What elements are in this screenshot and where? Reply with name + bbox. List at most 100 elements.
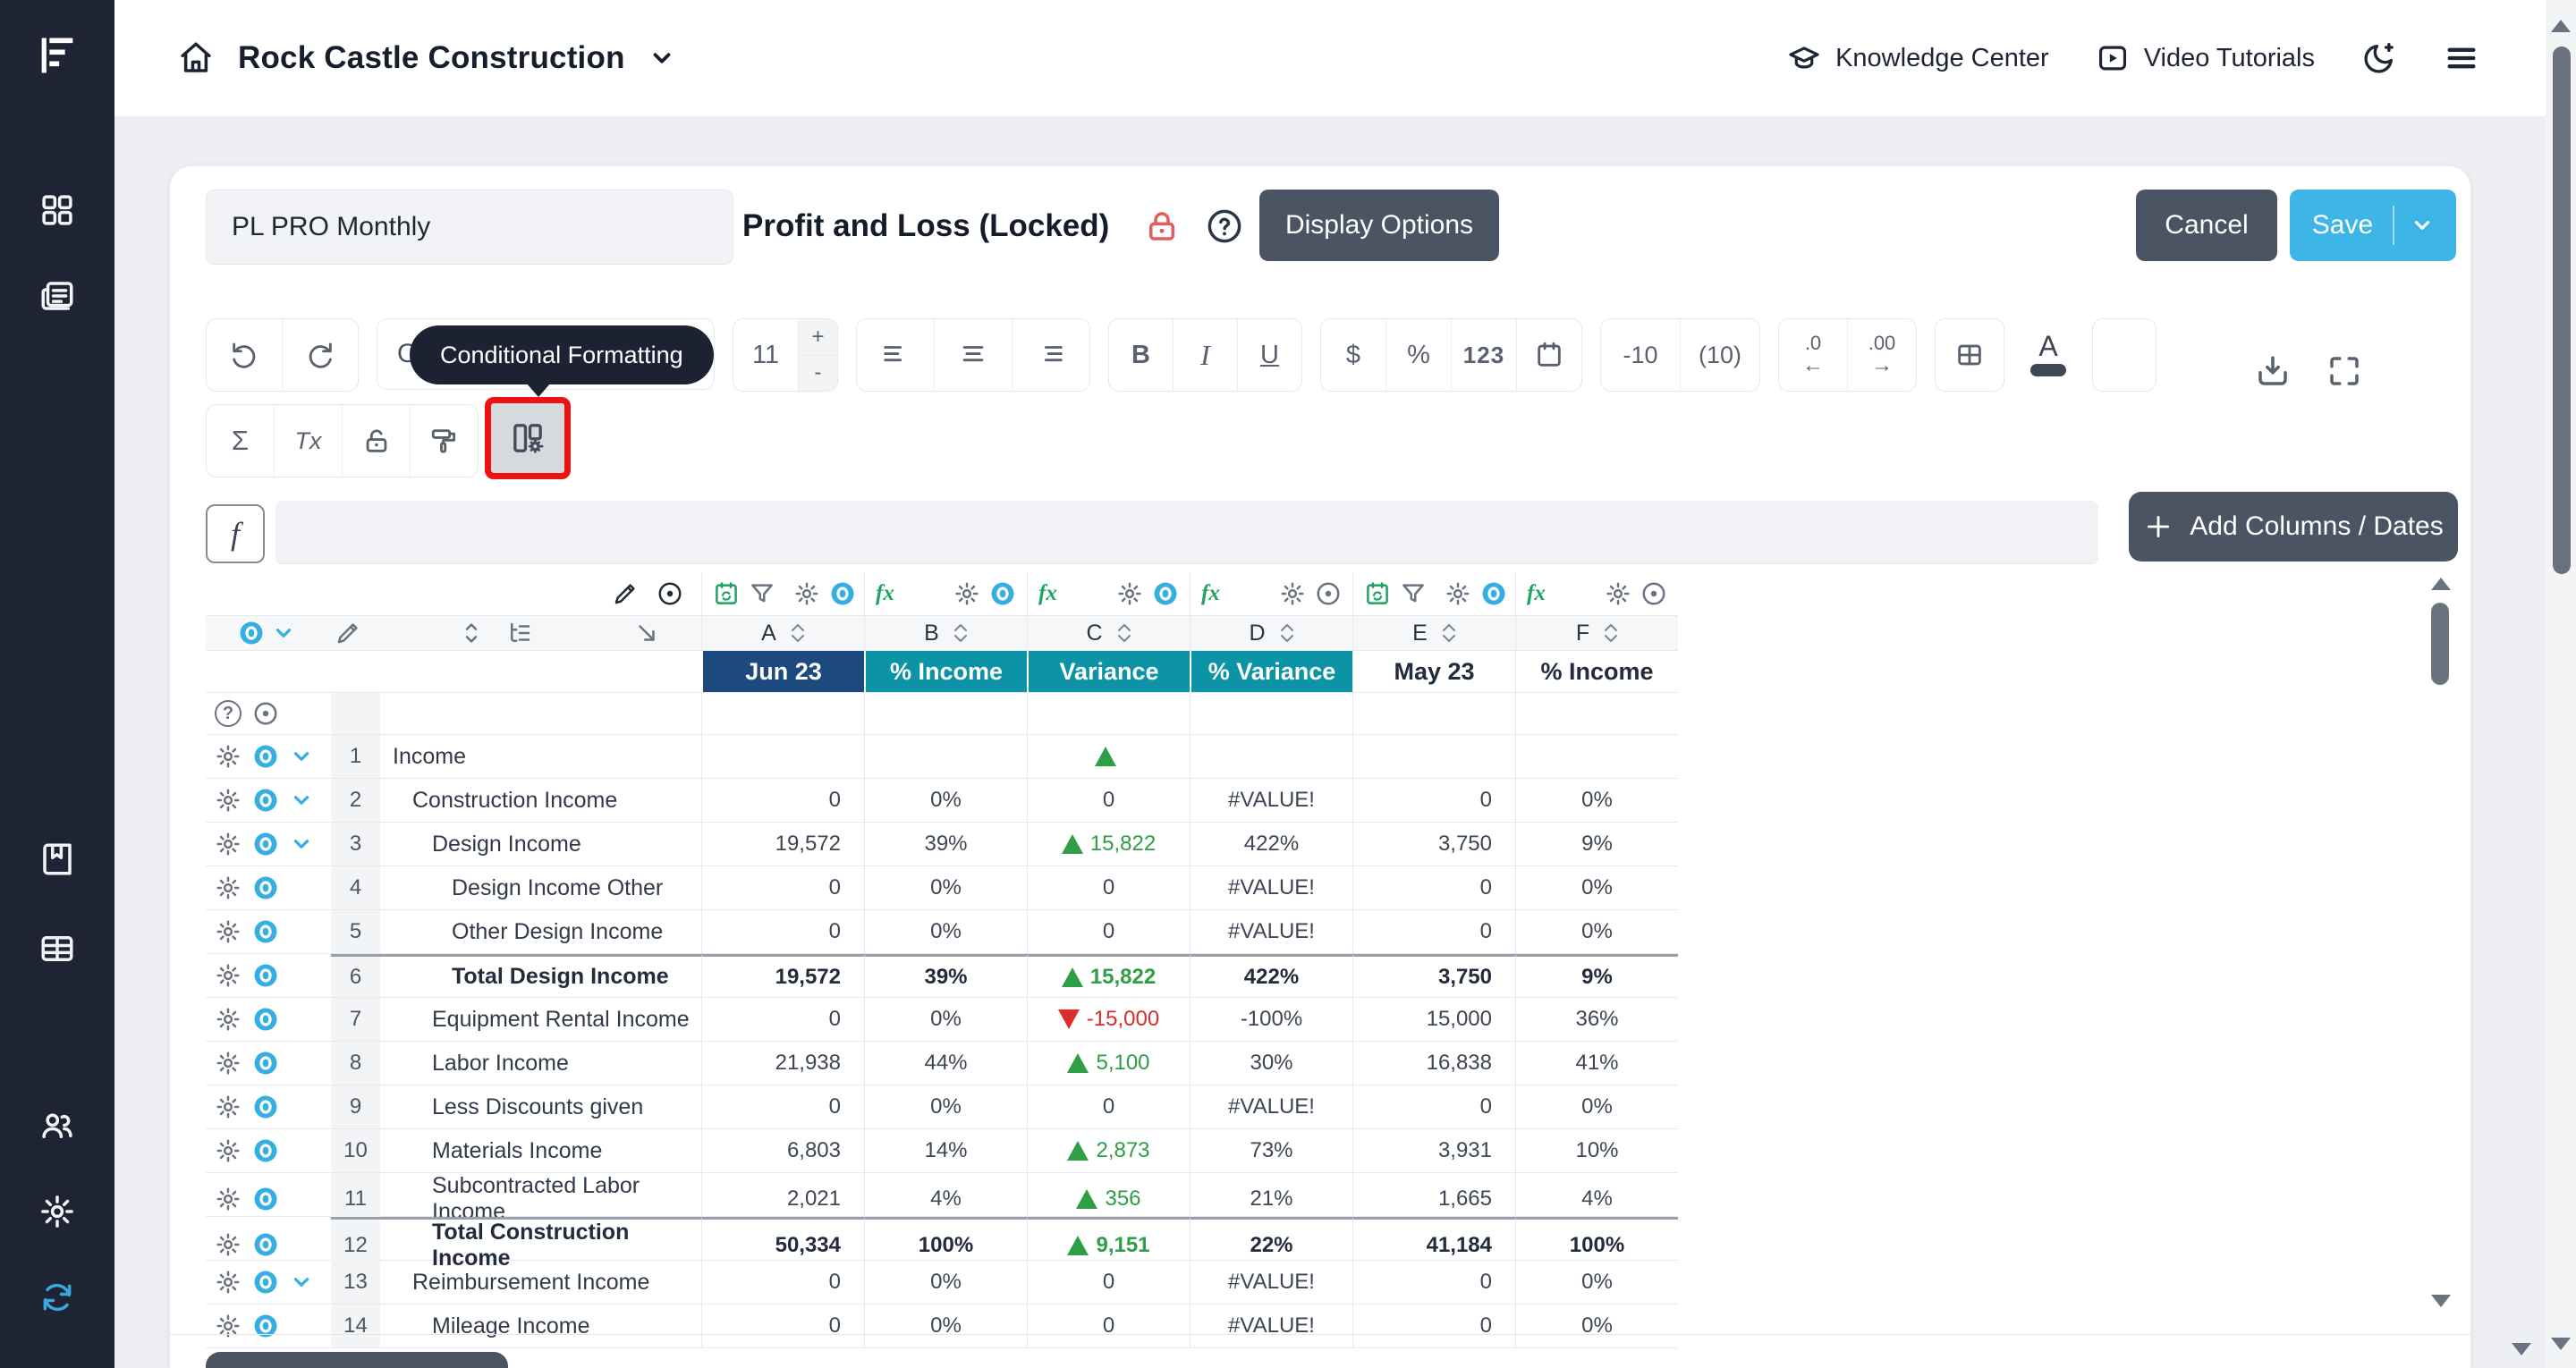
row-settings-icon[interactable]	[215, 743, 242, 770]
borders-button[interactable]	[1936, 319, 2004, 391]
cell-may23[interactable]: 0	[1352, 910, 1515, 953]
column-letter[interactable]: A	[701, 616, 864, 650]
cell-pct-income-prev[interactable]	[1515, 735, 1678, 778]
column-visibility-icon[interactable]	[1152, 580, 1179, 607]
fullscreen-icon[interactable]	[2326, 352, 2363, 390]
cell-pct-income-prev[interactable]: 0%	[1515, 1085, 1678, 1128]
row-label[interactable]: Reimbursement Income	[412, 1269, 650, 1295]
column-visibility-icon[interactable]	[1480, 580, 1507, 607]
align-left-button[interactable]	[857, 319, 934, 391]
spreadsheet-icon[interactable]	[38, 930, 76, 967]
column-sort-icon[interactable]	[1117, 623, 1131, 643]
row-visibility-icon[interactable]	[252, 787, 279, 814]
visibility-dot-icon[interactable]	[252, 700, 279, 727]
display-options-button[interactable]: Display Options	[1259, 190, 1499, 261]
cell-may23[interactable]: 0	[1352, 1305, 1515, 1347]
cell-pct-income[interactable]: 0%	[864, 1305, 1027, 1347]
cell-pct-variance[interactable]: #VALUE!	[1190, 910, 1352, 953]
filter-icon[interactable]	[1400, 580, 1427, 607]
edit-pencil-icon[interactable]	[612, 580, 639, 607]
unlock-button[interactable]	[342, 405, 410, 477]
cell-variance[interactable]: 0	[1027, 1261, 1190, 1304]
row-visibility-icon[interactable]	[252, 918, 279, 945]
column-letter[interactable]: F	[1515, 616, 1678, 650]
cell-pct-income-prev[interactable]: 9%	[1515, 954, 1678, 997]
row-visibility-icon[interactable]	[252, 1137, 279, 1164]
page-scroll-up-arrow[interactable]	[2551, 20, 2571, 32]
column-letter[interactable]: C	[1027, 616, 1190, 650]
diagonal-arrow-icon[interactable]	[633, 620, 660, 646]
cell-variance[interactable]: 9,151	[1027, 1217, 1190, 1271]
page-scroll-down-arrow[interactable]	[2551, 1338, 2571, 1350]
cell-jun23[interactable]: 0	[701, 998, 864, 1041]
cell-may23[interactable]: 0	[1352, 779, 1515, 822]
cell-variance[interactable]: 0	[1027, 1085, 1190, 1128]
cell-pct-income-prev[interactable]: 0%	[1515, 779, 1678, 822]
row-label[interactable]: Design Income Other	[452, 874, 664, 900]
menu-icon[interactable]	[2444, 40, 2479, 76]
cell-may23[interactable]: 16,838	[1352, 1042, 1515, 1085]
cell-pct-income[interactable]: 39%	[864, 823, 1027, 866]
decrease-decimals-button[interactable]: .0 ←	[1779, 319, 1847, 391]
row-settings-icon[interactable]	[215, 1269, 242, 1296]
save-chevron-down-icon[interactable]	[2411, 214, 2434, 237]
sum-button[interactable]: Σ	[207, 405, 274, 477]
date-format-button[interactable]	[1516, 319, 1581, 391]
calendar-sync-icon[interactable]	[713, 580, 740, 607]
row-label[interactable]: Less Discounts given	[432, 1094, 644, 1119]
align-right-button[interactable]	[1012, 319, 1089, 391]
cell-pct-income[interactable]: 0%	[864, 1085, 1027, 1128]
cell-pct-variance[interactable]: 422%	[1190, 954, 1352, 997]
row-label[interactable]: Income	[393, 743, 466, 769]
align-center-button[interactable]	[934, 319, 1012, 391]
increase-decimals-button[interactable]: .00 →	[1847, 319, 1916, 391]
cell-variance[interactable]: 0	[1027, 866, 1190, 909]
cell-pct-income-prev[interactable]: 10%	[1515, 1129, 1678, 1172]
column-header[interactable]: % Variance	[1190, 651, 1352, 692]
column-settings-icon[interactable]	[793, 580, 820, 607]
visibility-dot-icon[interactable]	[1315, 580, 1342, 607]
cell-pct-income-prev[interactable]: 9%	[1515, 823, 1678, 866]
column-sort-icon[interactable]	[791, 623, 805, 643]
row-label[interactable]: Total Construction Income	[380, 1217, 701, 1271]
row-visibility-icon[interactable]	[252, 962, 279, 989]
row-settings-icon[interactable]	[215, 962, 242, 989]
fill-color-button[interactable]	[2092, 318, 2157, 392]
row-label[interactable]: Other Design Income	[452, 918, 664, 944]
row-visibility-icon[interactable]	[252, 1186, 279, 1212]
calendar-sync-icon[interactable]	[1364, 580, 1391, 607]
cell-jun23[interactable]: 19,572	[701, 954, 864, 997]
video-tutorials-link[interactable]: Video Tutorials	[2096, 41, 2315, 75]
row-label[interactable]: Construction Income	[412, 787, 618, 813]
cell-variance[interactable]: 0	[1027, 1305, 1190, 1347]
row-label[interactable]: Labor Income	[432, 1050, 569, 1076]
percent-format-button[interactable]: %	[1385, 319, 1451, 391]
row-visibility-icon[interactable]	[252, 743, 279, 770]
fx-icon[interactable]: fx	[1201, 581, 1220, 605]
cell-jun23[interactable]: 0	[701, 866, 864, 909]
row-visibility-icon[interactable]	[252, 1094, 279, 1120]
row-label[interactable]: Mileage Income	[432, 1313, 590, 1338]
cell-variance[interactable]: 0	[1027, 910, 1190, 953]
font-size-increase-button[interactable]: +	[798, 319, 837, 356]
row-label[interactable]: Subcontracted Labor Income	[432, 1173, 640, 1224]
cell-pct-variance[interactable]: 30%	[1190, 1042, 1352, 1085]
row-expand-icon[interactable]	[290, 745, 313, 768]
cell-jun23[interactable]: 50,334	[701, 1217, 864, 1271]
currency-format-button[interactable]: $	[1321, 319, 1385, 391]
cancel-button[interactable]: Cancel	[2136, 190, 2277, 261]
column-header[interactable]: % Income	[1515, 651, 1678, 692]
row-settings-icon[interactable]	[215, 1006, 242, 1033]
sort-rows-icon[interactable]	[458, 620, 485, 646]
company-name[interactable]: Rock Castle Construction	[238, 40, 625, 75]
cell-jun23[interactable]: 0	[701, 1085, 864, 1128]
row-settings-icon[interactable]	[215, 1313, 242, 1339]
cell-may23[interactable]: 0	[1352, 866, 1515, 909]
cell-may23[interactable]: 3,931	[1352, 1129, 1515, 1172]
row-visibility-icon[interactable]	[252, 1313, 279, 1339]
table-scrollbar-thumb[interactable]	[2431, 603, 2449, 685]
row-visibility-icon[interactable]	[252, 1269, 279, 1296]
visibility-dot-icon[interactable]	[657, 580, 683, 607]
row-expand-icon[interactable]	[290, 789, 313, 812]
column-letter[interactable]: E	[1352, 616, 1515, 650]
